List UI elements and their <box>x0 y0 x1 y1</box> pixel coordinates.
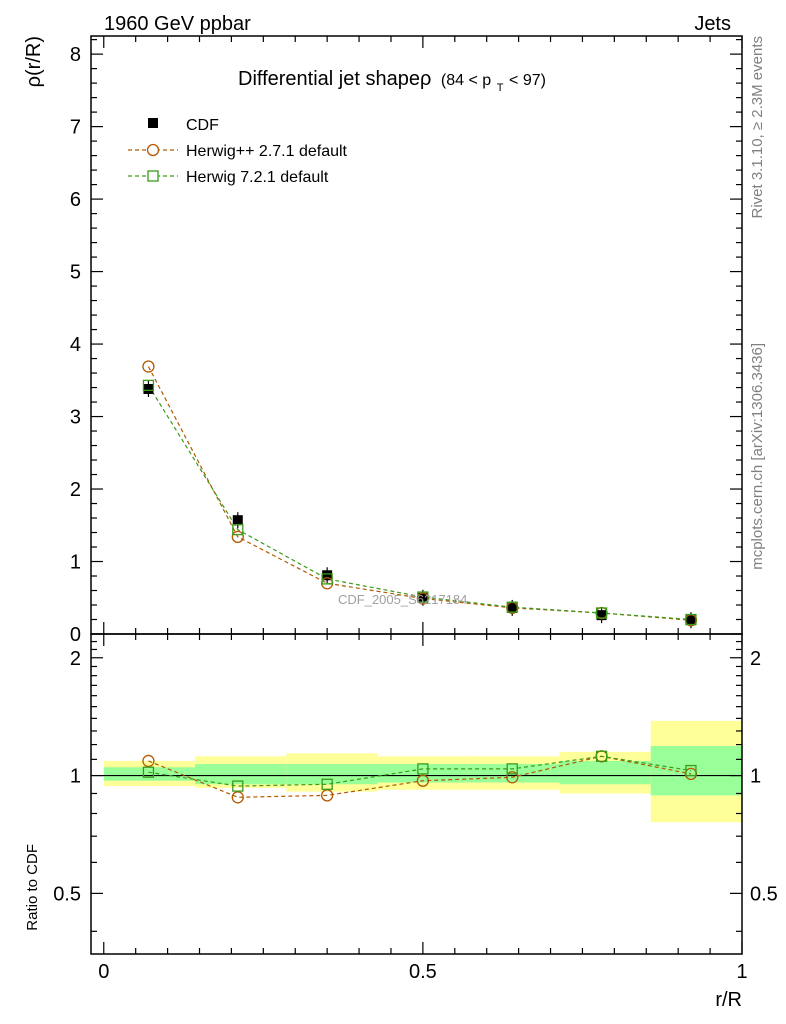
herwigpp-point <box>142 360 155 373</box>
watermark: CDF_2005_S6217184 <box>338 592 467 607</box>
x-tick-label: 0.5 <box>409 961 437 983</box>
x-axis-title: r/R <box>715 989 742 1011</box>
ratio-herwigpp-point <box>416 774 430 787</box>
ratio-uncertainty-bands <box>91 720 742 823</box>
ratio-y-tick-label-right: 2 <box>750 648 761 670</box>
plot-title-cut-open: (84 < p <box>441 72 491 89</box>
herwig7-point <box>232 523 244 536</box>
ratio-herwig7-point <box>321 778 333 790</box>
herwig7-point <box>506 601 518 613</box>
axis-ticks: 0 1 2 3 4 5 6 7 8 0 0.5 1 0.5 0.5 1 1 2 2 <box>53 36 778 983</box>
ratio-y-tick-label: 1 <box>70 766 81 788</box>
ratio-line-herwig7 <box>148 755 692 787</box>
plot-title: Differential jet shapeρ (84 < p T < 97) <box>238 68 546 96</box>
main-y-tick-label: 3 <box>70 407 81 429</box>
ratio-stat-band <box>286 764 378 785</box>
main-y-tick-label: 4 <box>70 334 81 356</box>
ratio-y-tick-label-right: 0.5 <box>750 883 778 905</box>
ratio-y-axis-title: Ratio to CDF <box>24 844 41 931</box>
herwigpp-point <box>231 530 244 544</box>
main-y-tick-label: 0 <box>70 624 81 646</box>
herwig7-point <box>142 379 155 392</box>
ratio-plot-frame <box>90 633 743 955</box>
plot-title-main: Differential jet shapeρ <box>238 68 431 90</box>
ratio-stat-band <box>195 764 287 785</box>
main-line-herwigpp <box>147 366 691 621</box>
ratio-herwigpp-point <box>142 754 155 768</box>
legend-herwigpp-marker <box>146 143 160 157</box>
legend-cdf-label: CDF <box>186 117 219 134</box>
ratio-y-tick-label-right: 1 <box>750 766 761 788</box>
legend-cdf-marker <box>148 118 158 128</box>
main-y-tick-label: 8 <box>70 44 81 66</box>
plot-title-cut-close: < 97) <box>509 72 546 89</box>
ratio-herwig7-point <box>506 763 518 775</box>
main-y-tick-label: 1 <box>70 552 81 574</box>
ratio-herwigpp-point <box>506 771 519 784</box>
cdf-point <box>417 592 428 603</box>
cdf-point <box>685 615 696 626</box>
legend-herwigpp-label: Herwig++ 2.7.1 default <box>186 143 348 160</box>
ratio-herwig7-point <box>232 780 244 792</box>
header-left: 1960 GeV ppbar <box>104 13 251 35</box>
main-y-tick-label: 7 <box>70 117 81 139</box>
legend-herwig7-label: Herwig 7.2.1 default <box>186 169 329 186</box>
legend: CDF Herwig++ 2.7.1 default Herwig 7.2.1 … <box>128 117 348 186</box>
cdf-point <box>143 384 154 395</box>
ratio-y-tick-label: 2 <box>70 648 81 670</box>
plot-title-cut-sub: T <box>497 82 504 94</box>
main-series-layer <box>142 360 698 629</box>
herwig7-point <box>321 573 333 585</box>
main-y-tick-label: 2 <box>70 479 81 501</box>
ratio-series-layer <box>142 750 698 804</box>
mcplots-label: mcplots.cern.ch [arXiv:1306.3436] <box>749 343 766 570</box>
main-y-axis-title: ρ(r/R) <box>23 36 45 87</box>
ratio-herwig7-point <box>685 764 697 777</box>
ratio-stat-band <box>559 760 651 785</box>
x-tick-label: 0 <box>98 961 109 983</box>
legend-herwig7-marker <box>147 170 159 182</box>
cdf-point <box>232 515 243 526</box>
main-y-tick-label: 5 <box>70 262 81 284</box>
cdf-point <box>322 570 333 581</box>
rivet-label: Rivet 3.1.10, ≥ 2.3M events <box>749 36 766 219</box>
ratio-y-tick-label: 0.5 <box>53 883 81 905</box>
herwig7-point <box>417 591 429 603</box>
ratio-herwig7-point <box>595 750 608 762</box>
herwig7-point <box>685 613 697 626</box>
ratio-herwigpp-point <box>231 791 244 804</box>
ratio-herwig7-point <box>142 766 155 778</box>
cdf-point <box>596 610 607 621</box>
ratio-herwig7-point <box>417 763 429 775</box>
cdf-point <box>507 602 518 613</box>
herwig7-point <box>595 607 608 619</box>
ratio-stat-band <box>103 767 196 781</box>
main-y-tick-label: 6 <box>70 189 81 211</box>
header-right: Jets <box>694 13 731 35</box>
x-tick-label: 1 <box>736 961 747 983</box>
main-line-herwig7 <box>147 385 691 621</box>
